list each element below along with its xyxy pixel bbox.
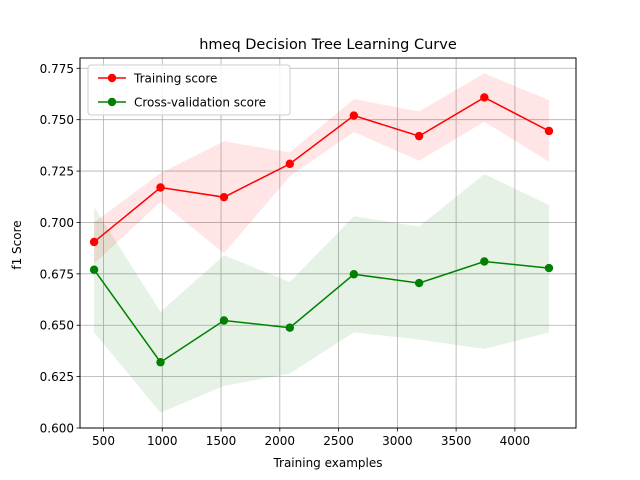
point-series-1 bbox=[414, 278, 424, 288]
legend-entry-label: Cross-validation score bbox=[134, 96, 266, 110]
y-tick-label: 0.650 bbox=[40, 319, 74, 333]
confidence-bands bbox=[94, 73, 549, 413]
x-axis-label: Training examples bbox=[272, 456, 382, 470]
x-tick-label: 2000 bbox=[265, 434, 296, 448]
point-series-0 bbox=[544, 126, 554, 136]
line-series-0 bbox=[93, 96, 550, 243]
point-series-0 bbox=[285, 159, 295, 169]
legend-entry-label: Training score bbox=[133, 72, 217, 86]
x-tick-label: 500 bbox=[92, 434, 115, 448]
point-series-1 bbox=[89, 265, 99, 274]
point-series-1 bbox=[285, 323, 295, 332]
point-series-0 bbox=[414, 131, 424, 141]
y-tick-label: 0.600 bbox=[40, 422, 74, 436]
y-axis-label: f1 Score bbox=[10, 220, 24, 269]
point-series-0 bbox=[156, 183, 165, 192]
y-tick-label: 0.700 bbox=[40, 216, 74, 230]
point-series-1 bbox=[349, 270, 359, 279]
chart-title: hmeq Decision Tree Learning Curve bbox=[199, 37, 457, 53]
band-series-1 bbox=[94, 174, 549, 413]
x-tick-label: 4000 bbox=[500, 434, 531, 448]
series-lines bbox=[89, 93, 554, 367]
y-tick-label: 0.625 bbox=[40, 370, 74, 384]
point-series-1 bbox=[219, 316, 229, 325]
x-tick-label: 1000 bbox=[147, 434, 178, 448]
point-series-1 bbox=[156, 358, 165, 367]
point-series-1 bbox=[544, 263, 554, 273]
point-series-0 bbox=[219, 192, 229, 202]
band-series-0 bbox=[94, 73, 549, 264]
point-series-1 bbox=[480, 257, 489, 266]
x-tick-label: 3000 bbox=[382, 434, 413, 448]
point-series-0 bbox=[89, 237, 99, 247]
y-tick-label: 0.725 bbox=[40, 165, 74, 179]
legend: Training score Cross-validation score bbox=[87, 64, 291, 116]
legend-swatch-marker bbox=[107, 73, 117, 83]
y-tick-label: 0.775 bbox=[40, 62, 74, 76]
axis-ticks: 500 1000 1500 2000 2500 3000 3500 4000 0.600 0.62… bbox=[40, 62, 531, 448]
y-tick-label: 0.675 bbox=[40, 267, 74, 281]
point-series-0 bbox=[349, 111, 359, 120]
grid bbox=[80, 58, 576, 429]
legend-swatch-marker bbox=[107, 97, 117, 107]
y-tick-label: 0.750 bbox=[40, 113, 74, 127]
x-tick-label: 1500 bbox=[206, 434, 237, 448]
plot-frame bbox=[79, 57, 577, 429]
x-tick-label: 2500 bbox=[323, 434, 354, 448]
legend-frame bbox=[87, 64, 291, 116]
x-tick-label: 3500 bbox=[441, 434, 472, 448]
line-series-1 bbox=[93, 260, 550, 364]
point-series-0 bbox=[480, 93, 489, 102]
